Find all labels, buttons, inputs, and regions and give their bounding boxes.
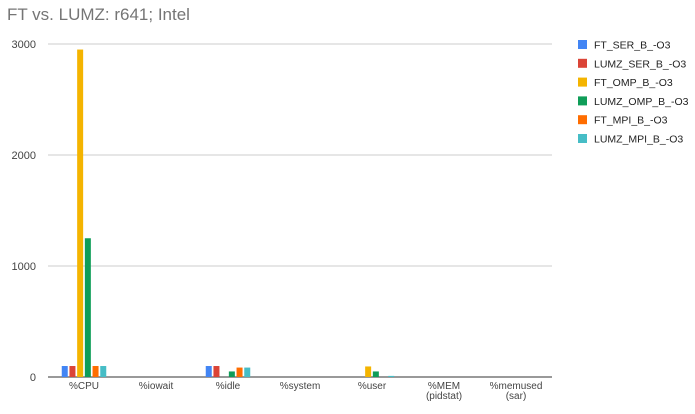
bar	[69, 366, 76, 377]
y-tick-label: 2000	[12, 150, 36, 162]
legend-swatch	[578, 58, 587, 68]
bars	[61, 49, 395, 378]
bar	[388, 375, 395, 377]
x-tick-label: %idle	[216, 381, 241, 392]
y-axis-ticks: 0 1000 2000 3000	[12, 39, 36, 384]
legend-label: FT_SER_B_-O3	[594, 40, 671, 52]
bar	[236, 367, 243, 377]
legend-label: FT_OMP_B_-O3	[594, 77, 673, 89]
legend-swatch	[578, 77, 587, 87]
legend: FT_SER_B_-O3 LUMZ_SER_B_-O3 FT_OMP_B_-O3 LU…	[578, 40, 689, 146]
legend-label: LUMZ_SER_B_-O3	[594, 58, 686, 70]
x-tick-label: %memused (sar)	[490, 381, 543, 402]
x-tick-label: %system	[280, 381, 321, 392]
bar	[84, 238, 91, 377]
bar	[100, 366, 107, 377]
bar	[228, 371, 235, 377]
bar	[205, 366, 212, 377]
x-tick-label: %iowait	[139, 381, 174, 392]
x-tick-label: %MEM (pidstat)	[426, 381, 462, 402]
legend-swatch	[578, 115, 587, 125]
bar	[372, 371, 379, 377]
gridlines	[48, 43, 552, 378]
bar	[244, 367, 251, 377]
x-tick-label: %user	[358, 381, 387, 392]
legend-swatch	[578, 96, 587, 106]
x-axis-labels: %CPU %iowait %idle %system %user %MEM (pidstat…	[69, 381, 542, 402]
bar	[92, 366, 99, 377]
bar	[61, 366, 68, 377]
legend-label: FT_MPI_B_-O3	[594, 115, 668, 127]
y-tick-label: 3000	[12, 39, 36, 51]
bar	[213, 366, 220, 377]
y-tick-label: 1000	[12, 261, 36, 273]
x-tick-label: %CPU	[69, 381, 99, 392]
legend-swatch	[578, 40, 587, 49]
legend-label: LUMZ_OMP_B_-O3	[594, 96, 689, 108]
legend-swatch	[578, 134, 587, 143]
y-tick-label: 0	[30, 372, 36, 384]
chart-title: FT vs. LUMZ: r641; Intel	[7, 5, 190, 24]
bar	[77, 49, 84, 378]
legend-label: LUMZ_MPI_B_-O3	[594, 134, 683, 146]
bar	[365, 366, 372, 377]
